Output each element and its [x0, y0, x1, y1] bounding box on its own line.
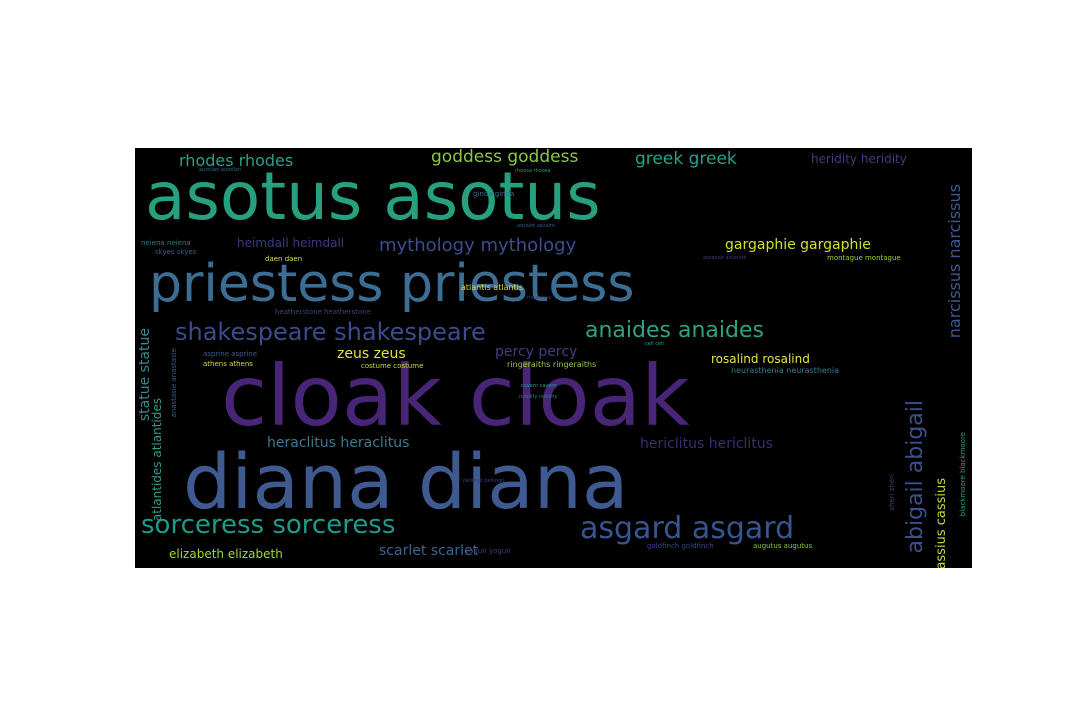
word-words-16: percy percy [495, 344, 578, 360]
word-words-25: heatherstone heatherstone [275, 308, 371, 316]
word-words-24: atlantis atlantis [461, 283, 524, 292]
word-words-11: rhodes rhodes [179, 151, 294, 170]
word-words-34: goldfinch goldfinch [647, 542, 714, 550]
word-vertical_words-0: narcissus narcissus [945, 184, 964, 339]
word-words-23: neurasthenia neurasthenia [731, 366, 840, 375]
word-words-40: rhoosa rhoosa [515, 168, 551, 174]
word-words-3: priestess priestess [149, 254, 635, 314]
word-words-19: hericlitus hericlitus [640, 436, 773, 452]
word-words-45: ascendo ascendo [703, 255, 747, 261]
word-words-35: augutus augutus [753, 542, 813, 550]
word-words-30: neiena neiena [141, 239, 191, 247]
word-words-1: cloak cloak [221, 347, 690, 445]
word-words-4: shakespeare shakespeare [175, 318, 486, 346]
word-vertical_words-7: blackmoore blackmoore [959, 432, 967, 517]
word-words-18: heraclitus heraclitus [267, 435, 410, 451]
word-words-0: asotus asotus [145, 158, 601, 235]
word-words-10: greek greek [635, 149, 737, 169]
word-words-15: zeus zeus [337, 346, 406, 362]
word-words-6: sorceress sorceress [141, 510, 396, 540]
word-vertical_words-5: anastasie anastasie [170, 348, 178, 418]
word-words-39: aurelian aurelian [199, 167, 242, 173]
word-words-42: ceil ceil [645, 341, 664, 347]
word-words-36: yogun yogun [465, 547, 511, 555]
word-words-43: pellingo pellingo [463, 478, 505, 484]
word-words-38: rhea rhea [527, 295, 552, 301]
word-words-28: asprine asprine [203, 350, 258, 358]
word-words-44: aezaire aezaire [517, 223, 556, 229]
word-words-7: asgard asgard [580, 511, 795, 546]
word-words-32: ginda ginda [473, 190, 515, 198]
word-words-22: ringeraiths ringeraiths [507, 360, 597, 369]
word-words-12: heridity heridity [811, 152, 907, 166]
word-vertical_words-6: sheri sheri [888, 474, 896, 511]
word-words-26: costume costume [361, 362, 424, 370]
word-words-20: elizabeth elizabeth [169, 547, 283, 561]
word-words-8: mythology mythology [379, 235, 577, 256]
word-vertical_words-2: cassius cassius [934, 478, 949, 568]
word-words-27: athens athens [203, 360, 253, 368]
word-words-5: anaides anaides [585, 318, 764, 343]
word-words-33: montague montague [827, 254, 901, 262]
word-words-21: scarlet scarlet [379, 543, 479, 559]
word-words-9: goddess goddess [431, 148, 579, 167]
word-vertical_words-4: statue statue [137, 328, 153, 422]
word-words-2: diana diana [183, 437, 629, 526]
word-words-13: gargaphie gargaphie [725, 237, 871, 253]
word-words-37: nobility nobility [519, 394, 558, 400]
word-words-14: heimdall heimdall [237, 236, 345, 250]
word-words-41: cavern cavern [521, 383, 557, 389]
word-words-17: rosalind rosalind [711, 352, 810, 366]
word-words-31: daen daen [265, 255, 303, 263]
word-vertical_words-1: abigail abigail [903, 400, 928, 554]
word-cloud: asotus asotus cloak cloak diana diana pries… [135, 148, 972, 568]
word-words-29: skyes skyes [155, 248, 197, 256]
